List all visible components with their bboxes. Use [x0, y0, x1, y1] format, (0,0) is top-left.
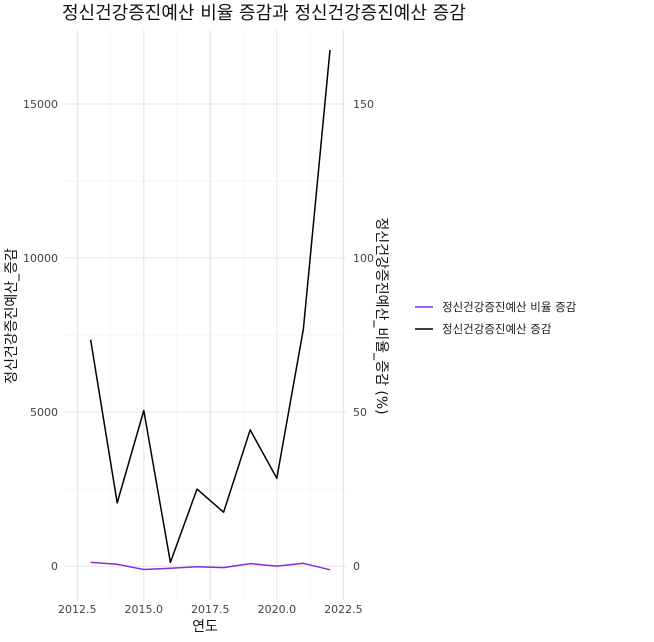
- series-line: [90, 561, 331, 571]
- y2-axis-ticks: 0 50 100 150: [353, 98, 374, 573]
- y-axis-ticks: 0 5000 10000 15000: [23, 98, 58, 573]
- y2-tick-label: 0: [353, 560, 360, 573]
- y-tick-label: 5000: [30, 406, 58, 419]
- series-line: [89, 49, 331, 564]
- y-tick-label: 0: [51, 560, 58, 573]
- y2-tick-label: 150: [353, 98, 374, 111]
- x-tick-label: 2012.5: [58, 603, 97, 616]
- x-axis-ticks: 2012.5 2015.0 2017.5 2020.0 2022.5: [58, 603, 363, 616]
- x-axis-label: 연도: [192, 619, 218, 635]
- x-tick-label: 2015.0: [125, 603, 164, 616]
- y2-tick-label: 100: [353, 252, 374, 265]
- grid: [64, 30, 346, 600]
- y2-tick-label: 50: [353, 406, 367, 419]
- chart-title: 정신건강증진예산 비율 증감과 정신건강증진예산 증감: [62, 3, 466, 24]
- x-tick-label: 2020.0: [258, 603, 297, 616]
- x-tick-label: 2017.5: [191, 603, 230, 616]
- series-lines: [89, 49, 331, 571]
- legend-label: 정신건강증진예산 증감: [442, 322, 552, 336]
- x-tick-label: 2022.5: [324, 603, 363, 616]
- y-tick-label: 15000: [23, 98, 58, 111]
- y2-axis-label: 정신건강증진예산_비율_증감 (%): [373, 217, 389, 414]
- y-axis-label: 정신건강증진예산_증감: [4, 248, 20, 384]
- y-tick-label: 10000: [23, 252, 58, 265]
- legend-label: 정신건강증진예산 비율 증감: [442, 300, 577, 314]
